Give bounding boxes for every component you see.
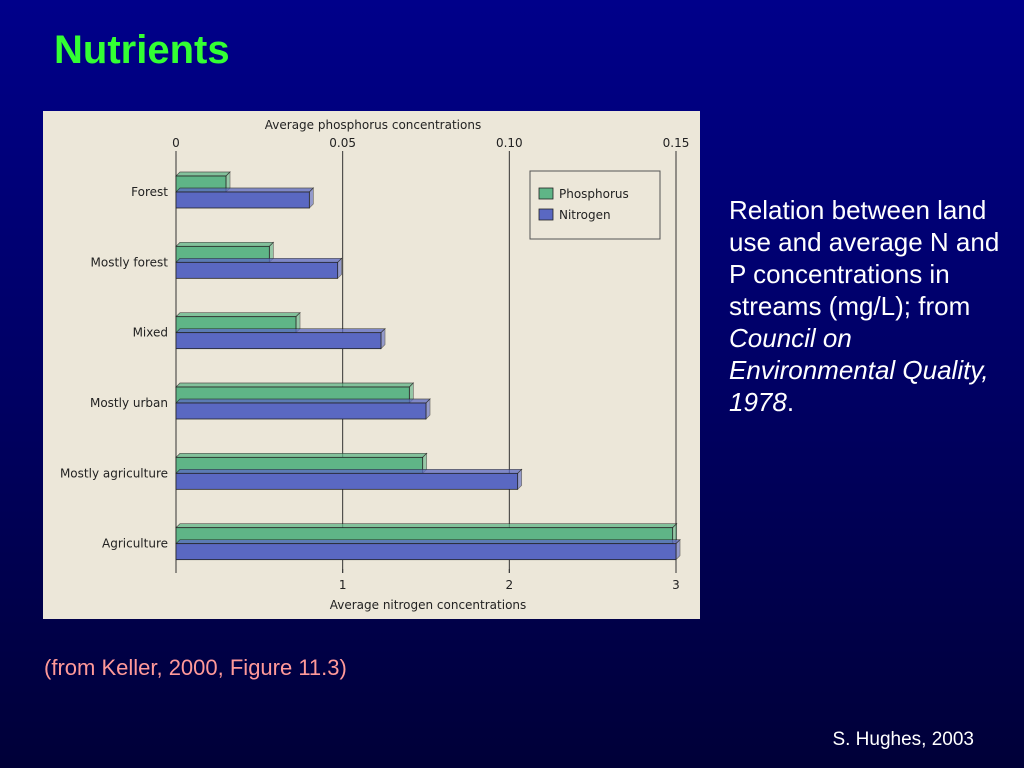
nitrogen-bar-top bbox=[175, 328, 386, 334]
top-tick-label: 0.10 bbox=[496, 136, 523, 150]
bottom-tick-label: 3 bbox=[672, 578, 680, 592]
caption-end: . bbox=[786, 386, 795, 417]
nitrogen-bar-top bbox=[175, 398, 431, 404]
top-axis-title: Average phosphorus concentrations bbox=[265, 118, 481, 132]
slide-title: Nutrients bbox=[54, 28, 230, 72]
phosphorus-bar-top bbox=[175, 523, 678, 529]
category-label: Mostly urban bbox=[90, 396, 168, 410]
category-label: Mixed bbox=[133, 326, 168, 340]
chart-caption: Relation between land use and average N … bbox=[729, 195, 1014, 419]
figure-source: (from Keller, 2000, Figure 11.3) bbox=[44, 655, 347, 680]
nitrogen-bar-face bbox=[175, 191, 310, 209]
nitrogen-bar-face bbox=[175, 543, 677, 561]
nitrogen-bar-face bbox=[175, 472, 519, 490]
top-tick-label: 0.05 bbox=[329, 136, 356, 150]
nitrogen-bar-top bbox=[175, 257, 343, 263]
nitrogen-bar-top bbox=[175, 468, 523, 474]
category-label: Agriculture bbox=[102, 537, 168, 551]
phosphorus-bar-top bbox=[175, 171, 231, 177]
legend-nitrogen-swatch bbox=[538, 208, 554, 221]
nitrogen-bar bbox=[175, 257, 343, 280]
legend-phosphorus-label: Phosphorus bbox=[559, 187, 629, 201]
nitrogen-bar bbox=[175, 327, 386, 350]
top-tick-label: 0 bbox=[172, 136, 180, 150]
nitrogen-bar-top bbox=[175, 187, 315, 193]
bottom-tick-label: 2 bbox=[506, 578, 514, 592]
legend-phosphorus-swatch bbox=[538, 187, 554, 200]
nitrogen-bar bbox=[175, 398, 431, 420]
nitrogen-bar-face bbox=[175, 261, 339, 279]
top-tick-label: 0.15 bbox=[663, 136, 690, 150]
phosphorus-bar-top bbox=[175, 452, 428, 458]
bottom-tick-label: 1 bbox=[339, 578, 347, 592]
nitrogen-bar bbox=[175, 187, 315, 209]
nitrogen-bar-side bbox=[380, 327, 386, 350]
phosphorus-bar-top bbox=[175, 241, 275, 247]
nitrogen-bar-top bbox=[175, 539, 681, 545]
bottom-axis-title: Average nitrogen concentrations bbox=[330, 598, 527, 612]
phosphorus-bar-top bbox=[175, 382, 415, 388]
nitrogen-bar-face bbox=[175, 332, 382, 350]
nitrogen-bar-face bbox=[175, 402, 427, 420]
nitrogen-bar-side bbox=[425, 398, 431, 420]
nitrogen-bar-side bbox=[337, 257, 343, 280]
slide-credit: S. Hughes, 2003 bbox=[832, 729, 974, 750]
caption-text: Relation between land use and average N … bbox=[729, 195, 1000, 321]
nitrogen-bar-side bbox=[517, 468, 523, 491]
nitrogen-bar-side bbox=[308, 187, 314, 209]
chart-svg: 0 0.05 0.10 0.15 1 2 3 Forest Mostly forest Mixed… bbox=[60, 118, 690, 612]
caption-citation: Council on Environmental Quality, 1978 bbox=[729, 322, 989, 417]
bar-chart: 0 0.05 0.10 0.15 1 2 3 Forest Mostly forest Mixed… bbox=[43, 111, 700, 619]
chart-legend: Phosphorus Nitrogen bbox=[529, 170, 661, 240]
phosphorus-bar-top bbox=[175, 312, 301, 318]
category-label: Mostly agriculture bbox=[60, 466, 168, 480]
category-label: Forest bbox=[131, 185, 168, 199]
category-label: Mostly forest bbox=[91, 255, 169, 269]
nitrogen-bar-side bbox=[675, 538, 681, 561]
legend-nitrogen-label: Nitrogen bbox=[559, 208, 611, 222]
nitrogen-bar bbox=[175, 538, 681, 561]
nitrogen-bar bbox=[175, 468, 523, 491]
